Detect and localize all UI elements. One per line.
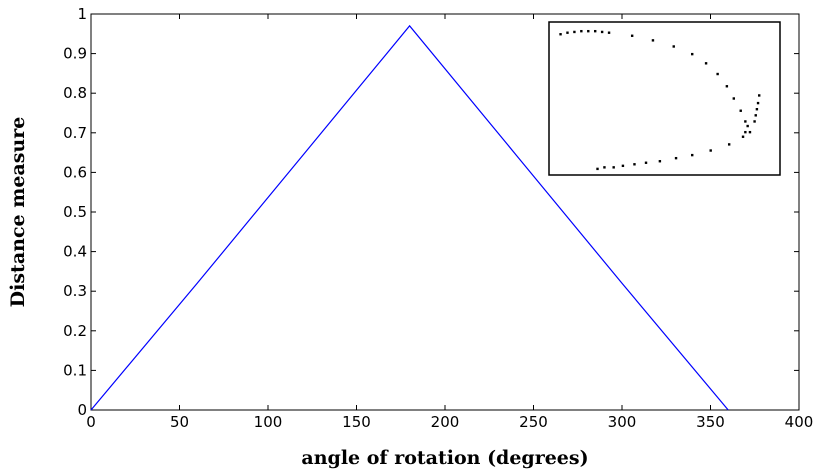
y-tick-label: 0 (77, 401, 87, 419)
inset-point-15 (732, 97, 735, 100)
inset-point-36 (603, 166, 606, 169)
inset-point-6 (600, 30, 604, 34)
y-tick-label: 0.9 (63, 45, 87, 63)
x-tick-label: 0 (86, 413, 96, 431)
inset-point-23 (753, 120, 756, 123)
inset-point-30 (674, 156, 678, 160)
y-tick-label: 0.4 (63, 243, 87, 261)
x-tick-label: 300 (608, 413, 637, 431)
x-tick-label: 250 (519, 413, 548, 431)
y-tick-label: 1 (77, 5, 87, 23)
inset-point-5 (594, 29, 597, 33)
inset-point-25 (744, 130, 747, 134)
inset-point-16 (739, 109, 742, 112)
x-tick-label: 400 (785, 413, 814, 431)
inset-point-3 (580, 29, 583, 33)
inset-point-21 (755, 108, 759, 111)
inset-point-31 (658, 160, 662, 163)
series-line-0 (90, 24, 729, 411)
inset-point-35 (612, 166, 615, 169)
inset-point-19 (758, 94, 761, 97)
inset-point-26 (741, 135, 745, 138)
inset-box (548, 21, 781, 176)
inset-point-11 (691, 52, 694, 56)
y-tick-label: 0.7 (63, 124, 87, 142)
inset-points (559, 29, 761, 171)
x-tick-label: 150 (342, 413, 371, 431)
inset-point-1 (566, 31, 569, 34)
inset-point-28 (709, 149, 712, 152)
inset-point-22 (754, 114, 757, 117)
axis-ticks: 0 50 100 150 200 250 300 350 400 0 0.1 0.2 0.3 0.4 0.5… (63, 5, 813, 431)
y-tick-label: 0.8 (63, 84, 87, 102)
inset-point-13 (716, 72, 719, 76)
inset-point-12 (704, 62, 708, 65)
inset-point-20 (756, 101, 760, 105)
x-tick-label: 50 (170, 413, 189, 431)
y-tick-label: 0.5 (63, 203, 87, 221)
inset-point-9 (651, 39, 655, 42)
inset-point-37 (596, 167, 599, 171)
inset-point-33 (633, 163, 636, 166)
inset-point-27 (727, 143, 731, 146)
inset-point-29 (691, 153, 694, 157)
inset-point-24 (746, 124, 749, 128)
inset-point-4 (587, 29, 590, 33)
y-tick-label: 0.6 (63, 163, 87, 181)
x-tick-label: 200 (431, 413, 460, 431)
inset-point-17 (744, 120, 747, 123)
x-tick-label: 350 (696, 413, 725, 431)
inset-point-7 (607, 31, 611, 34)
y-tick-label: 0.2 (63, 322, 87, 340)
series-group (90, 24, 729, 411)
inset-point-2 (573, 30, 576, 34)
y-axis-label: Distance measure (7, 117, 29, 308)
inset-point-32 (644, 161, 648, 164)
x-axis-label: angle of rotation (degrees) (301, 447, 588, 469)
inset-point-18 (748, 130, 752, 134)
inset-point-34 (621, 164, 625, 168)
x-tick-label: 100 (254, 413, 283, 431)
y-tick-label: 0.1 (63, 361, 87, 379)
inset-point-8 (630, 34, 634, 37)
inset-point-0 (559, 33, 562, 36)
y-tick-label: 0.3 (63, 282, 87, 300)
inset-point-14 (725, 85, 729, 88)
inset-point-10 (672, 45, 675, 48)
